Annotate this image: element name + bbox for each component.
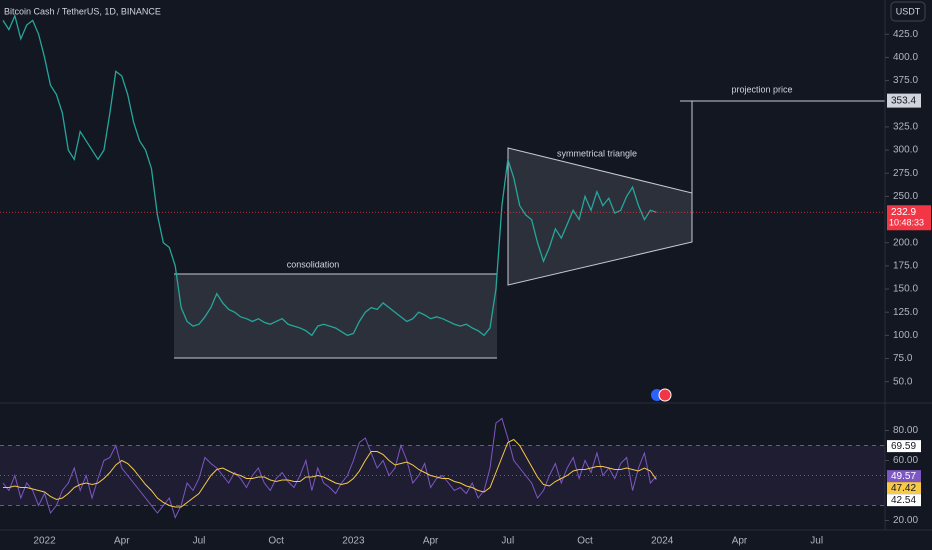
y-tick-label: 275.0 xyxy=(893,168,918,179)
x-tick-label: 2023 xyxy=(342,536,365,547)
rsi-tag xyxy=(887,440,921,453)
y-tick-label: 400.0 xyxy=(893,52,918,63)
x-tick-label: Apr xyxy=(732,536,748,547)
x-tick-label: Oct xyxy=(268,536,284,547)
x-tick-label: Jul xyxy=(193,536,206,547)
y-tick-label: 20.00 xyxy=(893,515,918,526)
icon[interactable] xyxy=(658,388,672,402)
y-tick-label: 300.0 xyxy=(893,145,918,156)
consolidation-box xyxy=(174,274,497,358)
y-tick-label: 75.0 xyxy=(893,353,913,364)
annotation: projection price xyxy=(731,84,792,94)
countdown: 10:48:33 xyxy=(889,218,924,228)
rsi-tag xyxy=(887,470,921,483)
y-tick-label: 250.0 xyxy=(893,191,918,202)
x-tick-label: Jul xyxy=(501,536,514,547)
line-series xyxy=(2,417,657,519)
rsi-tag-label: 42.54 xyxy=(891,495,916,506)
currency-button[interactable] xyxy=(890,1,926,22)
x-tick-label: Apr xyxy=(423,536,439,547)
currency-label[interactable]: USDT xyxy=(896,6,921,16)
line-series xyxy=(2,438,657,508)
line-series xyxy=(2,13,657,337)
rsi-tag-label: 47.42 xyxy=(891,483,916,494)
x-tick-label: Oct xyxy=(577,536,593,547)
y-tick-label: 200.0 xyxy=(893,237,918,248)
symbol-title: Bitcoin Cash / TetherUS, 1D, BINANCE xyxy=(4,6,161,16)
y-tick-label: 425.0 xyxy=(893,29,918,40)
y-tick-label: 375.0 xyxy=(893,75,918,86)
rsi-tag xyxy=(887,494,921,507)
price-tag xyxy=(887,205,931,231)
y-tick-label: 80.00 xyxy=(893,425,918,436)
y-tick-label: 125.0 xyxy=(893,307,918,318)
y-tick-label: 100.0 xyxy=(893,330,918,341)
y-tick-label: 50.0 xyxy=(893,376,913,387)
y-tick-label: 60.00 xyxy=(893,455,918,466)
x-tick-label: Jul xyxy=(810,536,823,547)
price-tag-label: 232.9 xyxy=(891,207,916,218)
rsi-tag xyxy=(887,482,921,495)
annotation: consolidation xyxy=(287,259,340,269)
x-tick-label: Apr xyxy=(114,536,130,547)
x-tick-label: 2024 xyxy=(651,536,674,547)
rsi-tag-label: 49.57 xyxy=(891,471,916,482)
y-tick-label: 325.0 xyxy=(893,122,918,133)
projection-tag-label: 353.4 xyxy=(891,95,916,106)
annotation: symmetrical triangle xyxy=(557,148,637,158)
y-tick-label: 175.0 xyxy=(893,261,918,272)
projection-tag xyxy=(887,93,921,108)
rsi-tag-label: 69.59 xyxy=(891,441,916,452)
y-tick-label: 150.0 xyxy=(893,284,918,295)
x-tick-label: 2022 xyxy=(33,536,56,547)
